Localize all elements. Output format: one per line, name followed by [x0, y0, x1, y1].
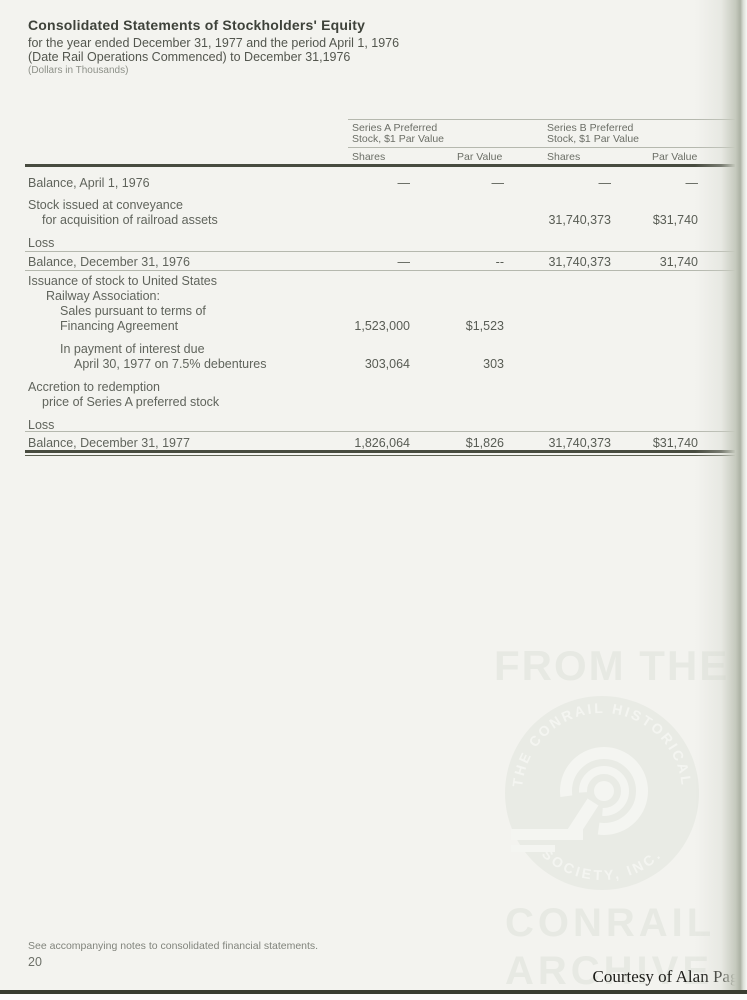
row-label: Loss [28, 418, 55, 432]
watermark-conrail: CONRAIL [505, 901, 716, 945]
cell-b-par: $31,740 [652, 213, 698, 227]
series-b-label-line1: Series B Preferred [547, 122, 634, 134]
courtesy-credit: Courtesy of Alan Page [592, 967, 746, 986]
rule-below-loss-1976 [25, 251, 735, 252]
watermark-from-the: FROM THE [494, 642, 730, 689]
cell-a-shares: — [397, 176, 411, 190]
rule-below-balance-1976 [25, 270, 735, 271]
double-rule-top [25, 450, 735, 453]
cell-a-par: 303 [483, 357, 504, 371]
cell-a-shares: 303,064 [364, 357, 410, 371]
series-a-label-line1: Series A Preferred [352, 122, 438, 134]
scan-bottom-margin [0, 994, 747, 1000]
row-label: Balance, December 31, 1977 [28, 436, 190, 450]
row-label-continuation: Railway Association: [46, 289, 160, 303]
units-note: (Dollars in Thousands) [28, 65, 129, 76]
cell-a-par: -- [495, 255, 504, 269]
cell-a-par: $1,523 [465, 319, 504, 333]
historical-society-seal: THE CONRAIL HISTORICAL SOCIETY, INC. [505, 696, 699, 890]
row-label-continuation: April 30, 1977 on 7.5% debentures [74, 357, 267, 371]
column-header-a-shares: Shares [352, 151, 386, 163]
row-label: Stock issued at conveyance [28, 198, 183, 212]
column-header-b-par-value: Par Value [652, 151, 698, 163]
cell-b-shares: 31,740,373 [548, 213, 611, 227]
series-a-label-line2: Stock, $1 Par Value [352, 133, 445, 145]
cell-a-par: — [491, 176, 505, 190]
cell-a-shares: — [397, 255, 411, 269]
cell-b-shares: 31,740,373 [548, 255, 611, 269]
row-label-continuation: Sales pursuant to terms of [60, 304, 206, 318]
cell-a-shares: 1,826,064 [354, 436, 410, 450]
cell-b-par: $31,740 [652, 436, 698, 450]
rule-above-column-groups [348, 119, 735, 120]
column-header-b-shares: Shares [547, 151, 581, 163]
watermark-archive: ARCHIVE [505, 949, 714, 993]
cell-a-shares: 1,523,000 [354, 319, 410, 333]
column-header-a-par-value: Par Value [457, 151, 503, 163]
rule-below-column-groups [348, 147, 735, 148]
cell-a-par: $1,826 [465, 436, 504, 450]
column-group-series-b: Series B Preferred Stock, $1 Par Value [547, 123, 639, 145]
scan-bottom-edge [0, 990, 747, 994]
series-b-label-line2: Stock, $1 Par Value [547, 133, 640, 145]
column-group-series-a: Series A Preferred Stock, $1 Par Value [352, 123, 444, 145]
row-label-continuation: for acquisition of railroad assets [42, 213, 218, 227]
heavy-header-rule [25, 164, 735, 167]
double-rule-bottom [25, 454, 735, 456]
cell-b-par: 31,740 [659, 255, 698, 269]
footnote: See accompanying notes to consolidated f… [28, 940, 319, 952]
cell-b-shares: 31,740,373 [548, 436, 611, 450]
page-number: 20 [28, 955, 42, 969]
row-label: Balance, April 1, 1976 [28, 176, 150, 190]
cell-b-shares: — [598, 176, 612, 190]
subtitle-line-1: for the year ended December 31, 1977 and… [28, 36, 400, 50]
rule-below-loss-1977 [25, 431, 735, 432]
row-label-continuation: Financing Agreement [60, 319, 179, 333]
row-label: Accretion to redemption [28, 380, 161, 394]
row-label: Balance, December 31, 1976 [28, 255, 190, 269]
subtitle-line-2: (Date Rail Operations Commenced) to Dece… [28, 50, 351, 64]
row-label: Issuance of stock to United States [28, 274, 217, 288]
conrail-logo [511, 747, 648, 852]
page-title: Consolidated Statements of Stockholders'… [28, 17, 366, 33]
row-label: Loss [28, 236, 55, 250]
row-label-continuation: price of Series A preferred stock [42, 395, 220, 409]
cell-b-par: — [685, 176, 699, 190]
row-label: In payment of interest due [60, 342, 205, 356]
